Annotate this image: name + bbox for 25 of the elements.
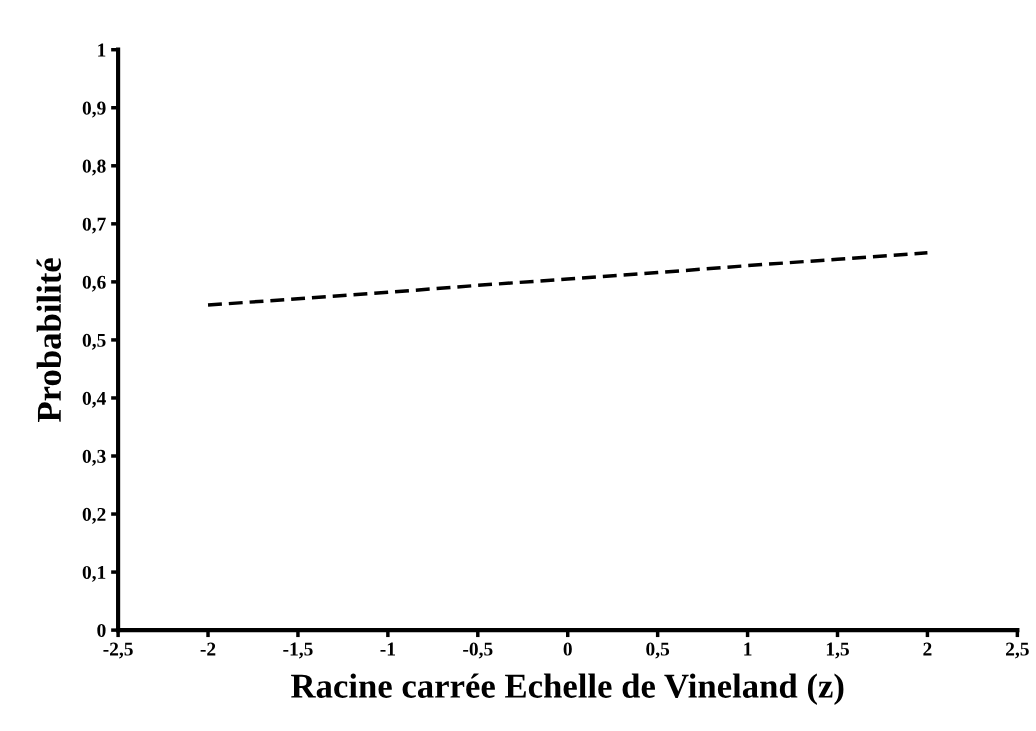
- x-tick-label: -1: [380, 642, 395, 656]
- y-tick-label: 0,3: [82, 449, 106, 466]
- x-tick-label: 0,5: [646, 642, 670, 659]
- y-tick-label: 0,8: [82, 159, 106, 176]
- y-tick-label: 0,5: [82, 333, 106, 350]
- x-tick-label: -1,5: [283, 642, 313, 659]
- x-tick-label: -0,5: [463, 642, 493, 659]
- x-tick-label: 1,5: [826, 642, 849, 659]
- y-tick-label: 0,1: [82, 565, 106, 582]
- x-tick-label: -2,5: [103, 642, 133, 659]
- x-tick-label: 0: [563, 642, 572, 656]
- line-series: [206, 251, 930, 307]
- y-tick-label: 0: [97, 623, 106, 638]
- y-tick-label: 1: [98, 43, 106, 57]
- y-tick-label: 0,9: [82, 101, 106, 118]
- x-tick-label: -2: [200, 642, 216, 656]
- y-tick-label: 0,4: [82, 391, 106, 408]
- x-axis-title: Racine carrée Echelle de Vineland (z): [291, 673, 844, 705]
- y-axis-title: Probabilité: [36, 258, 62, 422]
- x-tick-label: 2,5: [1006, 642, 1029, 659]
- x-tick-label: 1: [744, 642, 752, 656]
- x-tick-label: 2: [923, 642, 932, 656]
- y-tick-label: 0,7: [82, 217, 106, 234]
- y-tick-label: 0,2: [82, 507, 106, 524]
- y-tick-label: 0,6: [82, 275, 106, 292]
